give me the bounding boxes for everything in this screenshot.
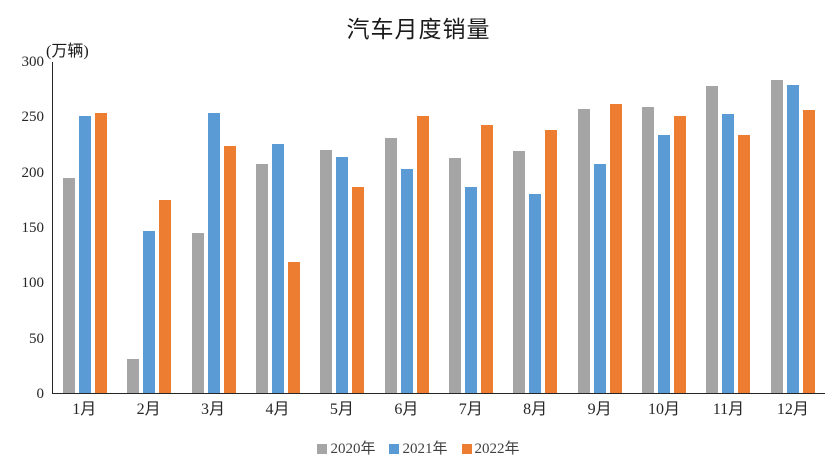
bar-2022年-8月 [545, 130, 558, 393]
bars-container [53, 62, 825, 393]
bar-2022年-9月 [609, 104, 622, 393]
y-tick-label: 100 [21, 275, 45, 292]
x-tick-label-9月: 9月 [587, 401, 612, 418]
bar-2022年-11月 [738, 135, 751, 393]
x-tick-label-10月: 10月 [648, 401, 681, 418]
y-axis-tick-labels: 0 50 100 150 200 250 300 [0, 54, 45, 402]
x-tick-label-1月: 1月 [72, 401, 97, 418]
bar-2020年-3月 [191, 233, 204, 393]
x-tick-label-8月: 8月 [523, 401, 548, 418]
bar-2020年-11月 [706, 86, 719, 393]
bar-group-6月 [375, 62, 439, 393]
x-tick-label-7月: 7月 [458, 401, 483, 418]
bar-2022年-5月 [352, 187, 365, 393]
bar-2020年-10月 [642, 107, 655, 393]
y-axis-unit-label: (万辆) [46, 43, 89, 60]
bar-2020年-12月 [770, 80, 783, 393]
bar-group-11月 [696, 62, 760, 393]
bar-group-12月 [761, 62, 825, 393]
bar-group-7月 [439, 62, 503, 393]
bar-2020年-6月 [384, 138, 397, 393]
legend-label: 2020年 [330, 441, 376, 457]
bar-2021年-12月 [786, 85, 799, 393]
x-axis-tick-labels: 1月 2月 3月 4月 5月 6月 7月 8月 9月 10月 11月 12月 [52, 400, 825, 420]
y-tick-label: 0 [36, 386, 45, 402]
bar-2022年-2月 [159, 200, 172, 393]
bar-group-9月 [568, 62, 632, 393]
x-tick-label-12月: 12月 [776, 401, 809, 418]
bar-2020年-7月 [449, 158, 462, 393]
y-tick-label: 300 [21, 54, 45, 70]
x-tick-label-3月: 3月 [201, 401, 226, 418]
bar-2020年-8月 [513, 151, 526, 393]
legend-swatch-icon [461, 443, 472, 454]
x-tick-label-11月: 11月 [712, 401, 745, 418]
bar-2021年-6月 [400, 169, 413, 393]
legend-swatch-icon [389, 443, 400, 454]
bar-2022年-12月 [802, 110, 815, 393]
bar-2021年-3月 [207, 113, 220, 393]
y-tick-label: 200 [21, 164, 45, 181]
x-tick-label-2月: 2月 [136, 401, 161, 418]
bar-2021年-5月 [336, 157, 349, 393]
plot-area [52, 62, 825, 394]
legend-item-2020年: 2020年 [317, 437, 375, 458]
bar-2021年-2月 [143, 231, 156, 393]
legend-item-2022年: 2022年 [461, 437, 520, 458]
bar-2022年-7月 [481, 125, 494, 393]
legend: 2020年 2021年 2022年 [0, 437, 837, 458]
bar-2020年-4月 [256, 164, 269, 393]
legend-label: 2022年 [474, 441, 520, 457]
bar-group-2月 [117, 62, 181, 393]
y-tick-label: 150 [21, 220, 45, 236]
bar-2022年-1月 [95, 113, 108, 393]
x-tick-label-5月: 5月 [329, 401, 354, 418]
bar-2020年-9月 [577, 109, 590, 393]
bar-2020年-2月 [127, 359, 140, 393]
bar-group-1月 [53, 62, 117, 393]
bar-2021年-10月 [658, 135, 671, 393]
bar-2022年-6月 [416, 116, 429, 393]
bar-2021年-9月 [593, 164, 606, 393]
legend-item-2021年: 2021年 [389, 437, 448, 458]
y-tick-label: 250 [21, 109, 45, 126]
bar-group-8月 [503, 62, 567, 393]
bar-group-4月 [246, 62, 310, 393]
bar-2021年-4月 [272, 144, 285, 393]
chart-title: 汽车月度销量 [346, 17, 491, 42]
bar-2022年-4月 [288, 262, 301, 393]
legend-label: 2021年 [402, 441, 448, 457]
bar-2021年-11月 [722, 114, 735, 393]
bar-2022年-10月 [674, 116, 687, 393]
bar-2021年-1月 [79, 116, 92, 393]
bar-2020年-1月 [63, 178, 76, 393]
bar-group-3月 [182, 62, 246, 393]
bar-2022年-3月 [223, 146, 236, 393]
x-tick-label-6月: 6月 [394, 401, 419, 418]
bar-2020年-5月 [320, 150, 333, 393]
bar-2021年-7月 [465, 187, 478, 393]
bar-group-5月 [310, 62, 374, 393]
y-tick-label: 50 [29, 330, 44, 347]
x-tick-label-4月: 4月 [265, 401, 290, 418]
legend-swatch-icon [317, 443, 328, 454]
bar-2021年-8月 [529, 194, 542, 393]
bar-group-10月 [632, 62, 696, 393]
